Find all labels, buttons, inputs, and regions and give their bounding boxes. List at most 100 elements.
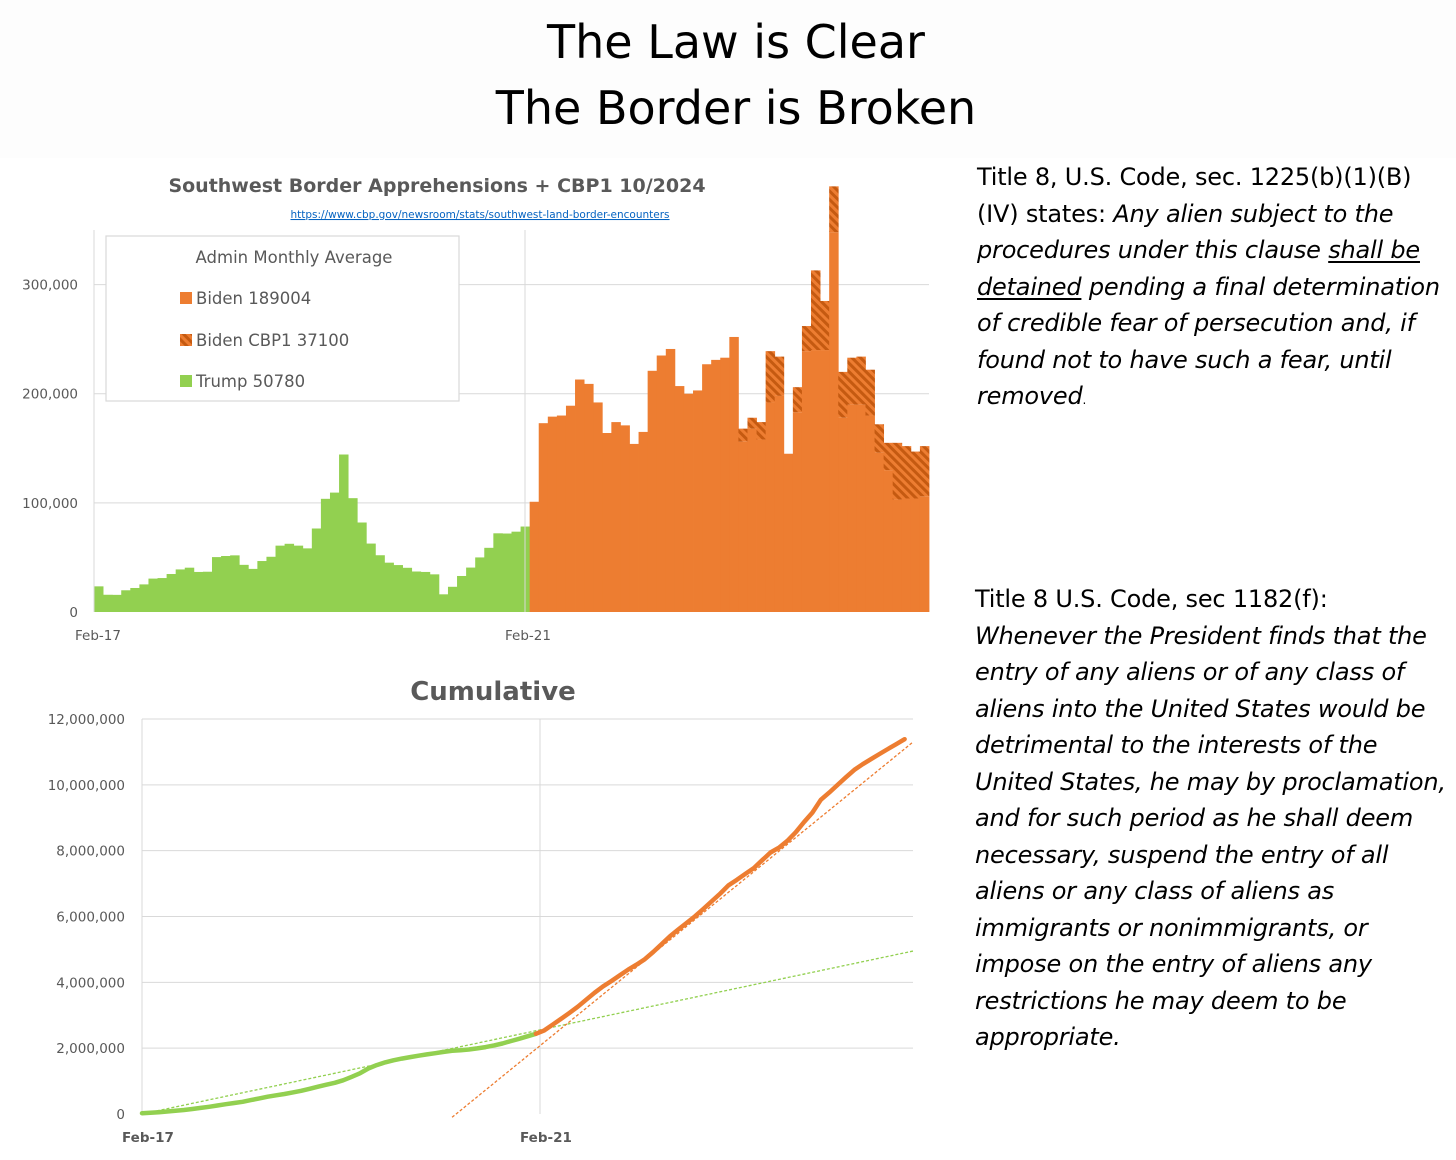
chart1-y-tick-label: 300,000	[22, 278, 78, 294]
biden-bar	[811, 350, 821, 612]
trend-line	[451, 741, 914, 1118]
trump-bar	[94, 586, 104, 612]
trump-bar	[193, 571, 204, 612]
biden-bar	[611, 422, 621, 612]
chart2-y-tick-label: 10,000,000	[48, 778, 125, 794]
law-1225-underlined: shall be detained	[977, 236, 1420, 301]
trump-bar	[411, 571, 422, 612]
biden-bar	[711, 359, 721, 612]
trump-bar	[248, 568, 258, 612]
cbp1-bar	[738, 428, 748, 442]
biden-bar	[556, 415, 567, 612]
page-title-line-1: The Law is Clear	[547, 15, 925, 69]
trump-bar	[402, 567, 413, 612]
trump-bar	[502, 533, 512, 612]
biden-bar	[656, 355, 667, 612]
law-1225-end: .	[1082, 393, 1087, 407]
trump-bar	[275, 545, 285, 612]
cbp1-bar	[847, 357, 857, 405]
biden-bar	[602, 433, 612, 612]
trump-bar	[475, 557, 485, 612]
biden-bar	[765, 402, 776, 612]
trend-line	[141, 950, 914, 1115]
chart2-x-tick-label: Feb-21	[520, 1130, 572, 1146]
biden-bar	[774, 395, 785, 612]
chart1-x-tick-label: Feb-17	[75, 628, 121, 644]
biden-bar	[801, 351, 812, 612]
biden-bar	[647, 370, 658, 612]
biden-bar	[883, 470, 894, 612]
cbp1-bar	[801, 326, 812, 352]
cbp1-bar	[792, 387, 803, 413]
cbp1-bar	[838, 371, 848, 418]
trump-bar	[157, 578, 168, 612]
biden-bar	[565, 405, 576, 612]
trump-bar	[493, 533, 503, 612]
legend-swatch-trump	[180, 375, 192, 387]
chart1-y-tick-label: 100,000	[22, 496, 78, 512]
trump-bar	[438, 594, 449, 612]
biden-bar	[874, 452, 885, 612]
biden-bar	[720, 357, 730, 612]
monthly-apprehensions-chart: Southwest Border Apprehensions + CBP1 10…	[22, 175, 930, 644]
trump-bar	[429, 574, 440, 612]
trump-bar	[357, 522, 367, 612]
trump-bar	[348, 498, 358, 612]
biden-bar	[620, 425, 630, 612]
legend-swatch-cbp1	[180, 334, 192, 346]
trump-bar	[221, 556, 231, 612]
chart1-legend: Admin Monthly Average Biden 189004 Biden…	[105, 235, 460, 402]
chart1-y-tick-label: 0	[69, 605, 78, 621]
trump-bar	[166, 574, 177, 612]
chart1-y-tick-label: 200,000	[22, 387, 78, 403]
chart1-x-tick-label: Feb-21	[505, 628, 551, 644]
biden-bar	[547, 416, 558, 612]
trump-bar	[148, 578, 158, 612]
biden-bar	[529, 501, 540, 612]
trump-bar	[384, 562, 394, 612]
cumulative-chart: Cumulative 0 2,000,000 4,000,000 6,000,000 8…	[48, 677, 914, 1146]
chart2-y-tick-label: 12,000,000	[48, 712, 125, 728]
cbp1-bar	[829, 186, 839, 233]
trump-bar	[302, 548, 313, 612]
biden-bar	[783, 453, 794, 612]
legend-swatch-biden	[180, 292, 192, 304]
trump-bar	[103, 594, 113, 612]
trump-bar	[284, 543, 295, 612]
biden-bar	[747, 428, 757, 612]
chart1-source-link[interactable]: https://www.cbp.gov/newsroom/stats/south…	[290, 209, 669, 221]
cbp1-bar	[865, 369, 875, 416]
cbp1-bar	[883, 442, 894, 471]
trump-bar	[393, 565, 403, 612]
chart2-title: Cumulative	[410, 677, 576, 707]
biden-bar	[820, 350, 830, 612]
law-text-1225: Title 8, U.S. Code, sec. 1225(b)(1)(B)(I…	[977, 159, 1447, 419]
cbp1-bar	[747, 417, 757, 429]
biden-bar	[683, 393, 694, 612]
biden-bar	[910, 498, 921, 612]
biden-bar	[838, 417, 848, 612]
trump-bar	[184, 567, 195, 612]
law-1182f-heading: Title 8 U.S. Code, sec 1182(f):	[975, 585, 1328, 613]
trump-bar	[266, 556, 276, 612]
law-text-1182f: Title 8 U.S. Code, sec 1182(f): Whenever …	[975, 581, 1450, 1056]
trump-bar	[293, 545, 304, 612]
biden-bar	[792, 412, 803, 612]
trump-bar	[311, 528, 322, 612]
biden-bar	[919, 496, 930, 612]
biden-bar	[665, 348, 676, 612]
biden-bar	[693, 390, 703, 612]
biden-bar	[629, 443, 639, 612]
trump-bar	[121, 590, 131, 612]
biden-bar	[538, 423, 549, 612]
biden-bar	[756, 439, 767, 612]
biden-bar	[575, 379, 585, 612]
trump-bar	[484, 547, 494, 612]
trump-bar	[511, 531, 521, 612]
chart2-x-tick-label: Feb-17	[122, 1130, 174, 1146]
chart2-y-tick-label: 4,000,000	[56, 975, 125, 991]
trump-cumulative-line	[139, 1031, 539, 1116]
chart1-title: Southwest Border Apprehensions + CBP1 10…	[168, 175, 705, 197]
chart2-y-tick-label: 0	[116, 1107, 125, 1123]
trump-bar	[130, 587, 140, 612]
